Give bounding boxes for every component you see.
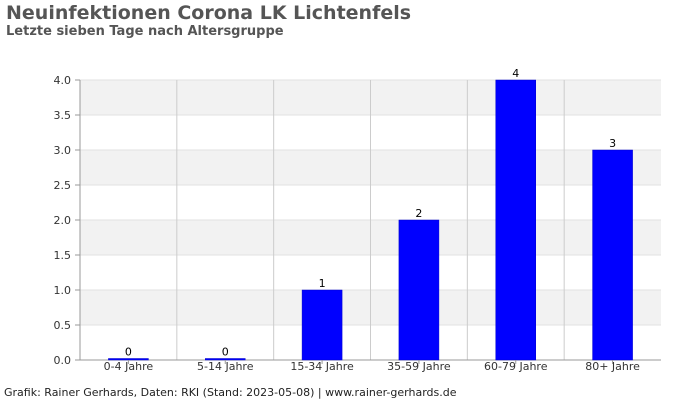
y-tick-label: 1.0 bbox=[54, 284, 72, 297]
x-tick-label: 60-79 Jahre bbox=[484, 360, 548, 373]
x-tick-label: 35-59 Jahre bbox=[387, 360, 451, 373]
y-tick-label: 4.0 bbox=[54, 74, 72, 87]
x-tick-label: 15-34 Jahre bbox=[290, 360, 354, 373]
bar bbox=[592, 149, 633, 361]
y-tick-label: 0.5 bbox=[54, 319, 72, 332]
data-label: 3 bbox=[609, 137, 616, 150]
y-tick-label: 3.5 bbox=[54, 109, 72, 122]
y-tick-label: 3.0 bbox=[54, 144, 72, 157]
data-label: 0 bbox=[125, 346, 132, 359]
data-label: 2 bbox=[415, 207, 422, 220]
y-tick-label: 0.0 bbox=[54, 354, 72, 367]
y-tick-label: 2.5 bbox=[54, 179, 72, 192]
bar bbox=[495, 79, 536, 361]
bar bbox=[301, 289, 343, 361]
bar bbox=[398, 219, 440, 361]
source-credit: Grafik: Rainer Gerhards, Daten: RKI (Sta… bbox=[4, 386, 457, 399]
x-tick-label: 80+ Jahre bbox=[585, 360, 640, 373]
x-tick-label: 5-14 Jahre bbox=[197, 360, 254, 373]
y-tick-label: 1.5 bbox=[54, 249, 72, 262]
data-label: 0 bbox=[222, 346, 229, 359]
chart-title: Neuinfektionen Corona LK Lichtenfels bbox=[6, 2, 412, 24]
data-label: 4 bbox=[512, 67, 519, 80]
chart-subtitle: Letzte sieben Tage nach Altersgruppe bbox=[6, 24, 284, 39]
data-label: 1 bbox=[319, 277, 326, 290]
y-tick-label: 2.0 bbox=[54, 214, 72, 227]
x-tick-label: 0-4 Jahre bbox=[104, 360, 154, 373]
